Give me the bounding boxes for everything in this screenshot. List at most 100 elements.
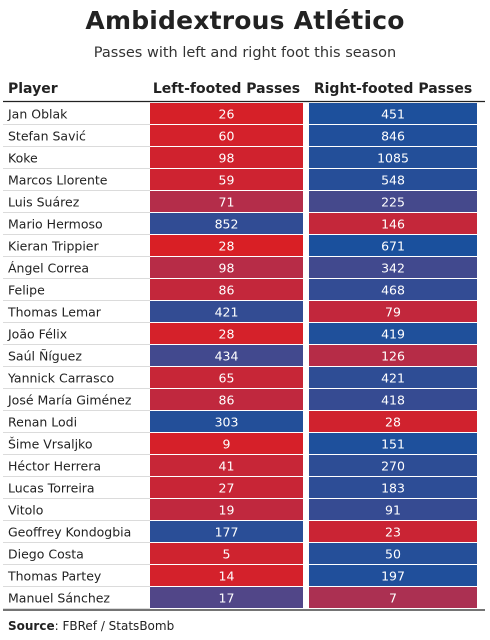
- right-passes-value: 183: [381, 481, 405, 496]
- player-name: Marcos Llorente: [8, 173, 108, 188]
- left-passes-cell: [150, 147, 303, 168]
- right-passes-cell: [309, 191, 477, 212]
- right-passes-cell: [309, 279, 477, 300]
- player-name: Diego Costa: [8, 547, 84, 562]
- player-name: Ángel Correa: [8, 261, 89, 276]
- left-passes-value: 434: [215, 349, 239, 364]
- left-passes-value: 86: [219, 283, 235, 298]
- right-passes-cell: [309, 565, 477, 586]
- column-header: Right-footed Passes: [314, 81, 472, 97]
- player-name: Stefan Savić: [8, 129, 86, 144]
- right-passes-cell: [309, 169, 477, 190]
- right-passes-cell: [309, 301, 477, 322]
- left-passes-value: 71: [219, 195, 235, 210]
- left-passes-cell: [150, 301, 303, 322]
- left-passes-value: 14: [219, 569, 235, 584]
- left-passes-cell: [150, 433, 303, 454]
- left-passes-cell: [150, 477, 303, 498]
- left-passes-cell: [150, 345, 303, 366]
- player-name: Kieran Trippier: [8, 239, 99, 254]
- right-passes-cell: [309, 125, 477, 146]
- right-passes-value: 7: [389, 591, 397, 606]
- left-passes-value: 303: [215, 415, 239, 430]
- player-name: Renan Lodi: [8, 415, 77, 430]
- left-passes-cell: [150, 367, 303, 388]
- left-passes-cell: [150, 521, 303, 542]
- left-passes-value: 5: [223, 547, 231, 562]
- left-passes-value: 28: [219, 239, 235, 254]
- right-passes-cell: [309, 367, 477, 388]
- right-passes-cell: [309, 455, 477, 476]
- left-passes-cell: [150, 191, 303, 212]
- left-passes-value: 17: [219, 591, 235, 606]
- chart-subtitle: Passes with left and right foot this sea…: [93, 45, 397, 61]
- right-passes-value: 1085: [377, 151, 409, 166]
- player-name: Thomas Lemar: [7, 305, 102, 320]
- player-name: Manuel Sánchez: [8, 591, 110, 606]
- player-name: Šime Vrsaljko: [8, 437, 93, 452]
- right-passes-value: 671: [381, 239, 405, 254]
- right-passes-value: 79: [385, 305, 401, 320]
- left-passes-cell: [150, 455, 303, 476]
- chart-title: Ambidextrous Atlético: [85, 6, 405, 35]
- left-passes-value: 60: [219, 129, 235, 144]
- player-name: Thomas Partey: [7, 569, 102, 584]
- left-passes-value: 19: [219, 503, 235, 518]
- player-name: Koke: [8, 151, 38, 166]
- left-passes-cell: [150, 279, 303, 300]
- left-passes-cell: [150, 543, 303, 564]
- right-passes-cell: [309, 477, 477, 498]
- left-passes-cell: [150, 257, 303, 278]
- right-passes-value: 342: [381, 261, 405, 276]
- source-text: : FBRef / StatsBomb: [54, 619, 175, 633]
- left-passes-value: 41: [219, 459, 235, 474]
- player-name: Vitolo: [8, 503, 43, 518]
- player-name: Yannick Carrasco: [7, 371, 114, 386]
- left-passes-value: 28: [219, 327, 235, 342]
- player-name: Luis Suárez: [8, 195, 80, 210]
- right-passes-value: 418: [381, 393, 405, 408]
- right-passes-value: 225: [381, 195, 405, 210]
- right-passes-cell: [309, 389, 477, 410]
- left-passes-value: 98: [219, 261, 235, 276]
- left-passes-value: 26: [219, 107, 235, 122]
- right-passes-value: 50: [385, 547, 401, 562]
- left-passes-cell: [150, 235, 303, 256]
- player-name: Héctor Herrera: [8, 459, 101, 474]
- player-name: José María Giménez: [7, 393, 132, 408]
- right-passes-value: 146: [381, 217, 405, 232]
- right-passes-cell: [309, 323, 477, 344]
- player-name: Felipe: [8, 283, 45, 298]
- left-passes-value: 421: [215, 305, 239, 320]
- player-name: Geoffrey Kondogbia: [8, 525, 131, 540]
- right-passes-value: 23: [385, 525, 401, 540]
- left-passes-value: 27: [219, 481, 235, 496]
- right-passes-value: 421: [381, 371, 405, 386]
- right-passes-cell: [309, 587, 477, 608]
- left-passes-cell: [150, 169, 303, 190]
- left-passes-value: 852: [215, 217, 239, 232]
- left-passes-value: 86: [219, 393, 235, 408]
- right-passes-value: 126: [381, 349, 405, 364]
- player-name: Mario Hermoso: [8, 217, 103, 232]
- right-passes-cell: [309, 543, 477, 564]
- right-passes-value: 468: [381, 283, 405, 298]
- passes-table: Player Left-footed Passes Right-footed Pas…: [3, 81, 485, 611]
- player-name: Jan Oblak: [7, 107, 68, 122]
- left-passes-cell: [150, 565, 303, 586]
- right-passes-cell: [309, 521, 477, 542]
- left-passes-cell: [150, 125, 303, 146]
- column-header: Player: [8, 81, 58, 97]
- right-passes-value: 197: [381, 569, 405, 584]
- right-passes-cell: [309, 257, 477, 278]
- left-passes-value: 98: [219, 151, 235, 166]
- right-passes-cell: [309, 147, 477, 168]
- right-passes-cell: [309, 345, 477, 366]
- right-passes-value: 419: [381, 327, 405, 342]
- player-name: Saúl Ñíguez: [8, 349, 82, 364]
- source-label: Source: [8, 619, 55, 633]
- right-passes-value: 151: [381, 437, 405, 452]
- left-passes-cell: [150, 389, 303, 410]
- right-passes-cell: [309, 213, 477, 234]
- right-passes-cell: [309, 499, 477, 520]
